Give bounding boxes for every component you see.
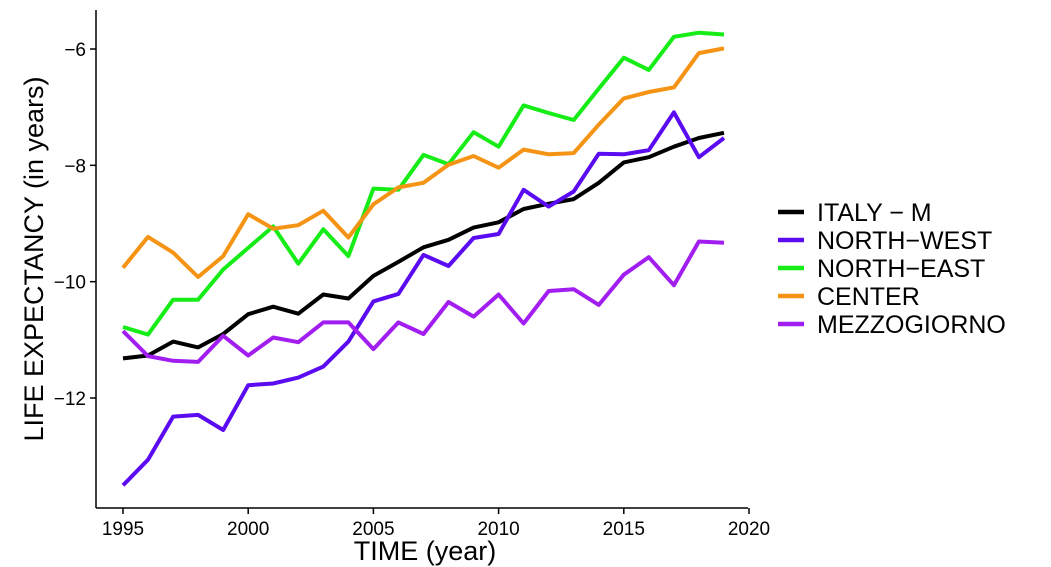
legend-label: MEZZOGIORNO: [817, 311, 1006, 339]
y-tick-label: −12: [54, 389, 86, 410]
series-line-italy-m: [122, 130, 725, 361]
series-line-mezzogiorno: [121, 239, 725, 364]
x-tick-label: 2020: [728, 519, 770, 540]
y-axis-title: LIFE EXPECTANCY (in years): [19, 76, 49, 441]
y-tick-label: −8: [64, 156, 86, 177]
x-tick-label: 2015: [603, 519, 645, 540]
legend-label: NORTH−WEST: [817, 227, 992, 255]
x-tick-label: 1995: [102, 519, 144, 540]
series-lines: [121, 30, 726, 487]
legend-label: CENTER: [817, 283, 920, 311]
x-tick-label: 2000: [227, 519, 269, 540]
series-line-north-east: [122, 30, 725, 337]
x-axis-title: TIME (year): [354, 536, 497, 566]
y-tick-label: −6: [64, 40, 86, 61]
legend: ITALY − MNORTH−WESTNORTH−EASTCENTERMEZZO…: [778, 199, 1006, 339]
y-tick-label: −10: [54, 273, 86, 294]
axes: −12 −10 −8 −6 1995 2000 2005 2010 2015 2020: [54, 10, 770, 540]
series-line-north-west: [121, 110, 726, 487]
x-tick-label: 2010: [477, 519, 519, 540]
legend-label: ITALY − M: [817, 199, 932, 227]
series-line-center: [121, 46, 725, 279]
x-tick-label: 2005: [352, 519, 394, 540]
legend-label: NORTH−EAST: [817, 255, 985, 283]
